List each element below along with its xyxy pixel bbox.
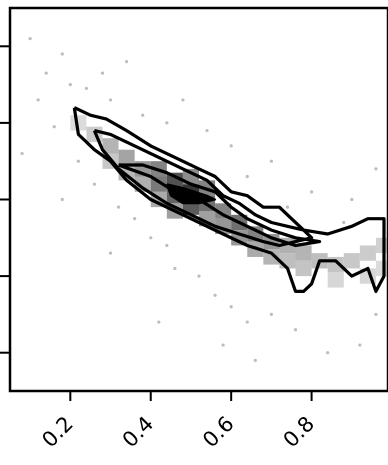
scatter-point xyxy=(253,358,257,362)
scatter-point xyxy=(141,113,145,117)
x-tick-label: 0.6 xyxy=(198,412,239,453)
density-cell xyxy=(182,168,199,185)
scatter-point xyxy=(309,190,314,194)
density-cell xyxy=(359,245,376,261)
scatter-point xyxy=(213,293,217,297)
scatter-point xyxy=(229,144,233,148)
scatter-point xyxy=(157,320,161,324)
scatter-point xyxy=(133,217,137,221)
density-cell xyxy=(327,272,344,288)
scatter-point xyxy=(269,312,273,316)
scatter-point xyxy=(60,52,64,56)
scatter-point xyxy=(269,159,273,163)
contour-middle xyxy=(92,129,314,248)
scatter-point xyxy=(84,86,89,91)
scatter-point xyxy=(165,121,169,125)
density-cell xyxy=(215,203,232,219)
scatter-point xyxy=(44,71,48,75)
scatter-point xyxy=(36,98,40,102)
scatter-point xyxy=(229,305,233,309)
scatter-point xyxy=(350,197,354,202)
scatter-point xyxy=(108,98,113,102)
density-cells xyxy=(70,115,388,288)
density-cell xyxy=(102,138,119,154)
scatter-point xyxy=(76,159,80,163)
density-cell xyxy=(295,245,312,261)
density-cell xyxy=(375,260,388,277)
x-tick-label: 0.8 xyxy=(279,412,320,453)
scatter-point xyxy=(116,205,121,209)
density-cell xyxy=(70,115,87,131)
scatter-point xyxy=(342,220,346,225)
scatter-point xyxy=(68,83,72,87)
scatter-points xyxy=(20,37,378,362)
scatter-point xyxy=(100,71,105,75)
x-tick-label: 0.4 xyxy=(118,412,159,453)
scatter-point xyxy=(293,328,298,332)
density-cell xyxy=(279,253,296,269)
scatter-point xyxy=(52,125,56,129)
scatter-point xyxy=(245,174,249,179)
scatter-point xyxy=(358,343,362,347)
scatter-point xyxy=(20,151,24,156)
y-axis-ticks xyxy=(0,45,10,354)
x-axis-ticks: 0.2 0.4 0.6 0.8 xyxy=(37,391,319,452)
contour-outer xyxy=(72,106,386,293)
x-tick-label: 0.2 xyxy=(37,412,78,453)
scatter-point xyxy=(181,98,185,102)
scatter-point xyxy=(285,205,290,209)
scatter-point xyxy=(108,251,113,255)
scatter-point xyxy=(165,243,169,248)
density-cell xyxy=(295,260,312,277)
density-cell xyxy=(343,253,360,269)
contour-core xyxy=(165,183,217,205)
scatter-point xyxy=(60,197,64,202)
scatter-point xyxy=(197,274,201,278)
scatter-point xyxy=(245,320,249,324)
scatter-point xyxy=(205,128,209,133)
scatter-point xyxy=(92,182,97,186)
contour-lines xyxy=(72,106,386,293)
scatter-point xyxy=(28,37,32,41)
scatter-point xyxy=(173,266,177,271)
scatter-point xyxy=(326,351,330,355)
scatter-point xyxy=(374,167,378,171)
density-cell xyxy=(118,149,135,166)
scatter-point xyxy=(149,236,153,240)
density-cell xyxy=(199,210,216,227)
scatter-point xyxy=(374,312,378,316)
scatter-point xyxy=(125,60,129,64)
scatter-point xyxy=(221,343,225,347)
density-cell xyxy=(375,237,388,254)
